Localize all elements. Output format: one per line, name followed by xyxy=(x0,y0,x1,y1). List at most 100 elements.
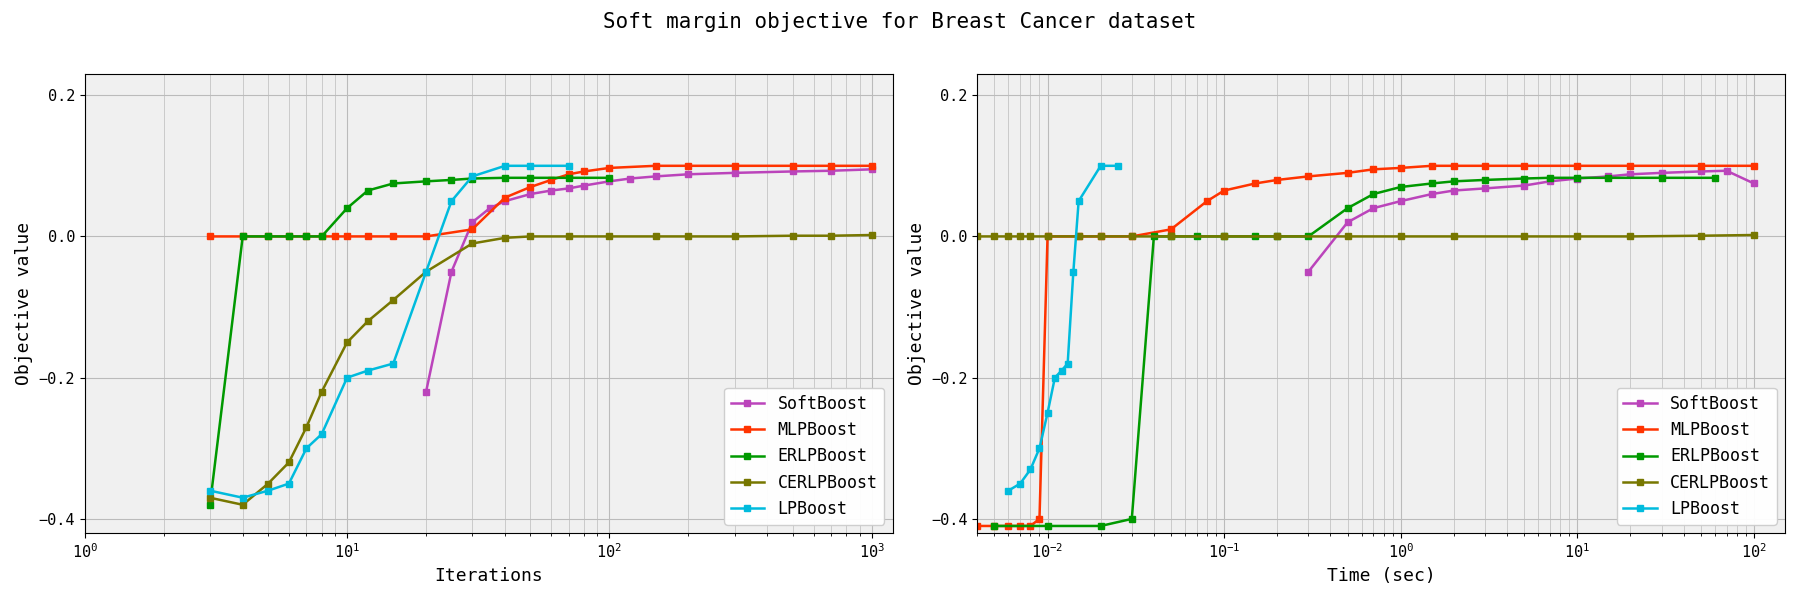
CERLPBoost xyxy=(1742,232,1764,239)
SoftBoost xyxy=(724,169,745,176)
MLPBoost xyxy=(295,233,317,240)
LPBoost xyxy=(232,494,254,502)
Line: SoftBoost: SoftBoost xyxy=(423,166,875,395)
SoftBoost xyxy=(1390,197,1411,205)
LPBoost xyxy=(257,487,279,494)
LPBoost xyxy=(279,480,301,487)
MLPBoost xyxy=(1028,515,1049,523)
ERLPBoost xyxy=(1244,233,1265,240)
Line: LPBoost: LPBoost xyxy=(207,163,572,501)
CERLPBoost xyxy=(821,232,842,239)
LPBoost xyxy=(295,445,317,452)
CERLPBoost xyxy=(461,240,482,247)
SoftBoost xyxy=(1420,190,1442,197)
SoftBoost xyxy=(644,173,666,180)
CERLPBoost xyxy=(1390,233,1411,240)
LPBoost xyxy=(1091,162,1112,169)
SoftBoost xyxy=(1514,182,1535,189)
SoftBoost xyxy=(540,187,562,194)
SoftBoost xyxy=(1337,218,1359,226)
CERLPBoost xyxy=(1161,233,1183,240)
ERLPBoost xyxy=(257,233,279,240)
MLPBoost xyxy=(558,170,580,178)
LPBoost xyxy=(1057,360,1078,367)
LPBoost xyxy=(200,487,221,494)
LPBoost xyxy=(1019,466,1040,473)
CERLPBoost xyxy=(967,233,988,240)
ERLPBoost xyxy=(1091,523,1112,530)
CERLPBoost xyxy=(1010,233,1031,240)
MLPBoost xyxy=(599,164,621,172)
CERLPBoost xyxy=(1444,233,1465,240)
X-axis label: Time (sec): Time (sec) xyxy=(1327,567,1436,585)
CERLPBoost xyxy=(232,501,254,508)
Line: ERLPBoost: ERLPBoost xyxy=(207,175,612,508)
MLPBoost xyxy=(1514,162,1535,169)
LPBoost xyxy=(1044,374,1066,381)
SoftBoost xyxy=(1598,173,1620,180)
ERLPBoost xyxy=(1121,515,1143,523)
CERLPBoost xyxy=(860,232,882,239)
MLPBoost xyxy=(1742,162,1764,169)
ERLPBoost xyxy=(337,205,358,212)
MLPBoost xyxy=(1091,233,1112,240)
SoftBoost xyxy=(1363,205,1384,212)
SoftBoost xyxy=(619,175,641,182)
ERLPBoost xyxy=(1298,233,1319,240)
MLPBoost xyxy=(382,233,403,240)
ERLPBoost xyxy=(1337,205,1359,212)
MLPBoost xyxy=(997,523,1019,530)
SoftBoost xyxy=(495,197,517,205)
ERLPBoost xyxy=(1444,178,1465,185)
CERLPBoost xyxy=(416,268,437,275)
SoftBoost xyxy=(1566,175,1588,182)
MLPBoost xyxy=(1037,233,1058,240)
MLPBoost xyxy=(324,233,346,240)
SoftBoost xyxy=(821,167,842,175)
MLPBoost xyxy=(967,523,988,530)
MLPBoost xyxy=(356,233,378,240)
CERLPBoost xyxy=(1620,233,1642,240)
CERLPBoost xyxy=(200,494,221,502)
CERLPBoost xyxy=(1337,233,1359,240)
LPBoost xyxy=(1028,445,1049,452)
LPBoost xyxy=(558,162,580,169)
CERLPBoost xyxy=(337,339,358,346)
CERLPBoost xyxy=(724,233,745,240)
LPBoost xyxy=(1037,409,1058,416)
ERLPBoost xyxy=(295,233,317,240)
MLPBoost xyxy=(1010,523,1031,530)
Line: MLPBoost: MLPBoost xyxy=(974,163,1757,529)
ERLPBoost xyxy=(1161,233,1183,240)
CERLPBoost xyxy=(1267,233,1289,240)
LPBoost xyxy=(1067,197,1089,205)
X-axis label: Iterations: Iterations xyxy=(434,567,544,585)
MLPBoost xyxy=(1161,226,1183,233)
MLPBoost xyxy=(724,162,745,169)
SoftBoost xyxy=(1651,169,1672,176)
CERLPBoost xyxy=(311,388,333,395)
SoftBoost xyxy=(599,178,621,185)
SoftBoost xyxy=(860,166,882,173)
CERLPBoost xyxy=(1091,233,1112,240)
MLPBoost xyxy=(983,523,1004,530)
CERLPBoost xyxy=(257,480,279,487)
ERLPBoost xyxy=(1474,176,1496,184)
LPBoost xyxy=(311,431,333,438)
CERLPBoost xyxy=(495,234,517,241)
ERLPBoost xyxy=(1539,174,1561,181)
CERLPBoost xyxy=(1121,233,1143,240)
MLPBoost xyxy=(495,194,517,201)
CERLPBoost xyxy=(599,233,621,240)
ERLPBoost xyxy=(382,180,403,187)
Text: Soft margin objective for Breast Cancer dataset: Soft margin objective for Breast Cancer … xyxy=(603,12,1197,32)
CERLPBoost xyxy=(279,459,301,466)
MLPBoost xyxy=(860,162,882,169)
CERLPBoost xyxy=(781,232,803,239)
LPBoost xyxy=(997,487,1019,494)
SoftBoost xyxy=(1715,167,1737,175)
CERLPBoost xyxy=(558,233,580,240)
Line: CERLPBoost: CERLPBoost xyxy=(207,232,875,508)
ERLPBoost xyxy=(1598,174,1620,181)
MLPBoost xyxy=(232,233,254,240)
